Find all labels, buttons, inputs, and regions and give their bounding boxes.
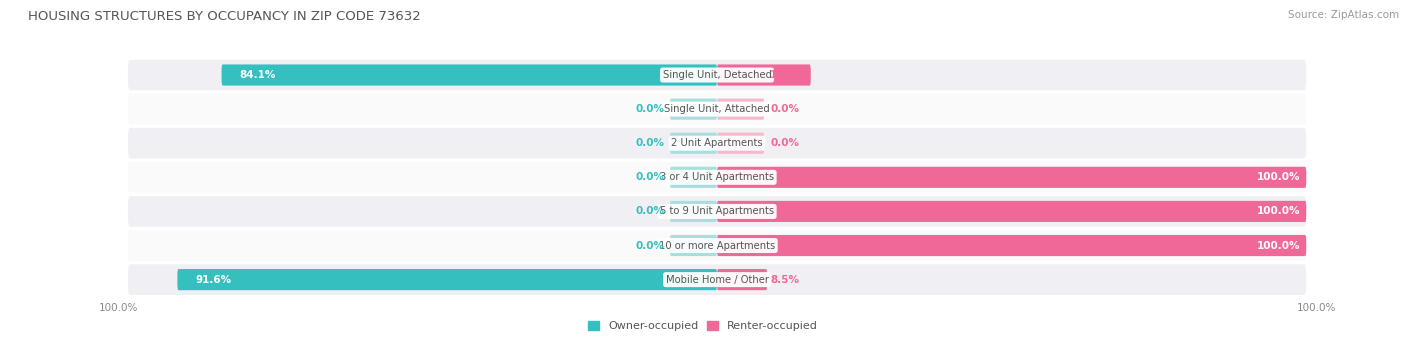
- Text: 2 Unit Apartments: 2 Unit Apartments: [671, 138, 763, 148]
- FancyBboxPatch shape: [128, 264, 1306, 295]
- Text: 100.0%: 100.0%: [1257, 206, 1301, 217]
- FancyBboxPatch shape: [128, 60, 1306, 90]
- FancyBboxPatch shape: [669, 201, 717, 222]
- Text: 0.0%: 0.0%: [636, 138, 664, 148]
- Text: 15.9%: 15.9%: [770, 70, 806, 80]
- Text: 0.0%: 0.0%: [636, 104, 664, 114]
- Text: Single Unit, Attached: Single Unit, Attached: [664, 104, 770, 114]
- FancyBboxPatch shape: [128, 94, 1306, 124]
- Text: 10 or more Apartments: 10 or more Apartments: [659, 240, 775, 251]
- FancyBboxPatch shape: [128, 128, 1306, 159]
- FancyBboxPatch shape: [717, 235, 1306, 256]
- Text: 100.0%: 100.0%: [1257, 172, 1301, 182]
- FancyBboxPatch shape: [128, 196, 1306, 227]
- FancyBboxPatch shape: [717, 133, 765, 154]
- Text: 3 or 4 Unit Apartments: 3 or 4 Unit Apartments: [659, 172, 775, 182]
- Text: 100.0%: 100.0%: [1296, 303, 1336, 313]
- Text: Mobile Home / Other: Mobile Home / Other: [665, 275, 769, 285]
- Text: 8.5%: 8.5%: [770, 275, 799, 285]
- FancyBboxPatch shape: [669, 133, 717, 154]
- Text: HOUSING STRUCTURES BY OCCUPANCY IN ZIP CODE 73632: HOUSING STRUCTURES BY OCCUPANCY IN ZIP C…: [28, 10, 420, 23]
- FancyBboxPatch shape: [717, 201, 1306, 222]
- FancyBboxPatch shape: [717, 64, 811, 86]
- Legend: Owner-occupied, Renter-occupied: Owner-occupied, Renter-occupied: [583, 316, 823, 336]
- FancyBboxPatch shape: [717, 99, 765, 120]
- Text: 84.1%: 84.1%: [239, 70, 276, 80]
- FancyBboxPatch shape: [717, 167, 1306, 188]
- FancyBboxPatch shape: [177, 269, 717, 290]
- Text: 0.0%: 0.0%: [636, 240, 664, 251]
- Text: 0.0%: 0.0%: [770, 104, 799, 114]
- Text: Source: ZipAtlas.com: Source: ZipAtlas.com: [1288, 10, 1399, 20]
- FancyBboxPatch shape: [128, 162, 1306, 193]
- Text: 0.0%: 0.0%: [636, 206, 664, 217]
- FancyBboxPatch shape: [128, 230, 1306, 261]
- FancyBboxPatch shape: [669, 167, 717, 188]
- Text: Single Unit, Detached: Single Unit, Detached: [662, 70, 772, 80]
- Text: 5 to 9 Unit Apartments: 5 to 9 Unit Apartments: [659, 206, 775, 217]
- Text: 0.0%: 0.0%: [636, 172, 664, 182]
- FancyBboxPatch shape: [717, 269, 768, 290]
- FancyBboxPatch shape: [669, 235, 717, 256]
- Text: 100.0%: 100.0%: [98, 303, 138, 313]
- Text: 91.6%: 91.6%: [195, 275, 231, 285]
- Text: 0.0%: 0.0%: [770, 138, 799, 148]
- Text: 100.0%: 100.0%: [1257, 240, 1301, 251]
- FancyBboxPatch shape: [669, 99, 717, 120]
- FancyBboxPatch shape: [222, 64, 717, 86]
